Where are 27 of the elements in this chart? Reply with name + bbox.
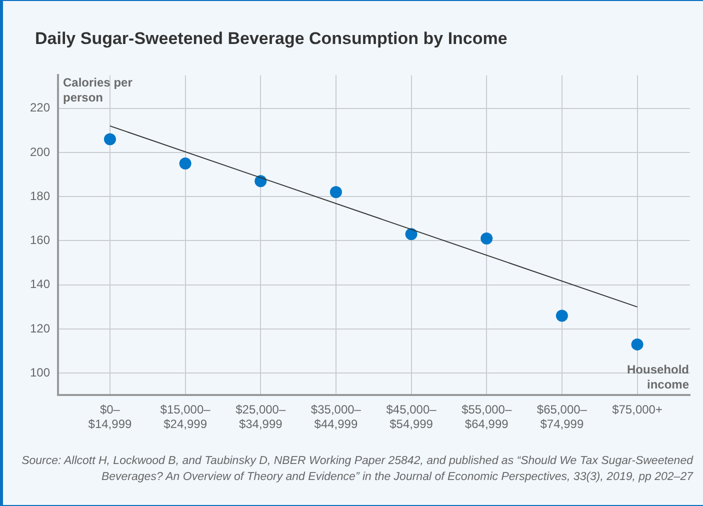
y-tick-label: 140 [30,277,50,292]
y-tick-label: 200 [30,144,50,159]
point [405,228,418,240]
x-tick-label: $55,000–$64,999 [462,402,512,432]
source-note: Source: Allcott H, Lockwood B, and Taubinsky D, NBER Working Paper 25842, and published as “Should We Tax Sugar-Sweetened Beverages? An Overview of Theory and Evidence” in the Journal of Economic Perspectives, 33(3), 2019, pp 202–27 [20,454,693,485]
point [330,186,342,198]
y-tick-label: 180 [30,188,50,203]
x-tick-label: $35,000–$44,999 [310,402,362,432]
y-tick-label: 220 [30,100,50,115]
point [104,133,116,146]
x-tick-label: $15,000–$24,999 [160,402,211,432]
y-tick-label: 100 [30,365,50,380]
point [254,175,267,188]
x-axis-title: Household income [627,362,690,392]
x-tick-label: $65,000–$74,999 [536,402,588,432]
chart-title: Daily Sugar-Sweetened Beverage Consumption by Income [35,29,508,49]
x-tick-label: $45,000–$54,999 [386,402,437,432]
y-tick-label: 120 [30,321,50,336]
y-tick-label: 160 [30,233,50,248]
x-tick-label: $25,000–$34,999 [236,402,286,432]
point [179,157,192,170]
point [480,232,493,245]
x-tick-label: $75,000+ [612,402,662,417]
y-axis-title: Calories per person [63,76,133,105]
point [631,338,644,350]
point [556,310,568,322]
x-tick-label: $0–$14,999 [88,402,132,432]
